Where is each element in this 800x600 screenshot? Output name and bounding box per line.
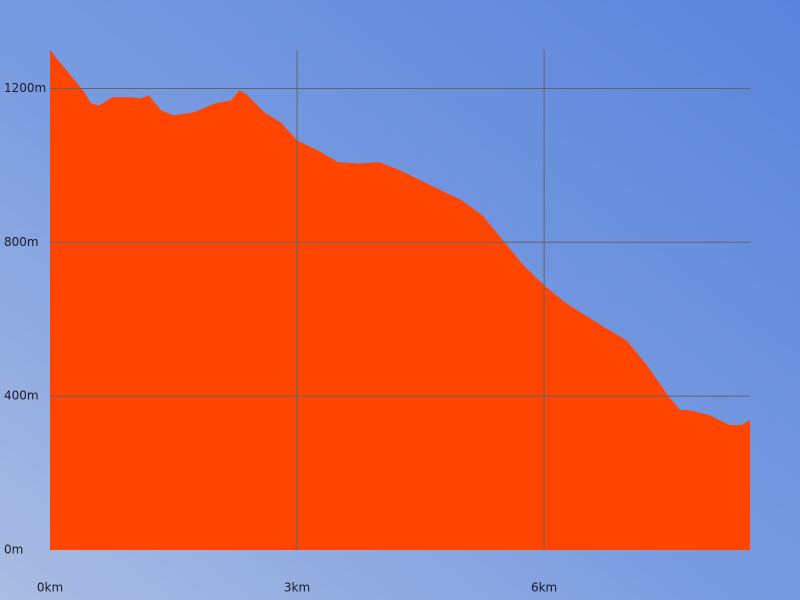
x-tick-label: 0km: [37, 581, 63, 595]
y-tick-label: 0m: [4, 543, 23, 557]
y-tick-label: 1200m: [4, 81, 46, 95]
x-tick-label: 3km: [284, 581, 310, 595]
y-tick-label: 800m: [4, 235, 39, 249]
y-tick-label: 400m: [4, 389, 39, 403]
x-tick-label: 6km: [531, 581, 557, 595]
elevation-area: [50, 50, 750, 550]
